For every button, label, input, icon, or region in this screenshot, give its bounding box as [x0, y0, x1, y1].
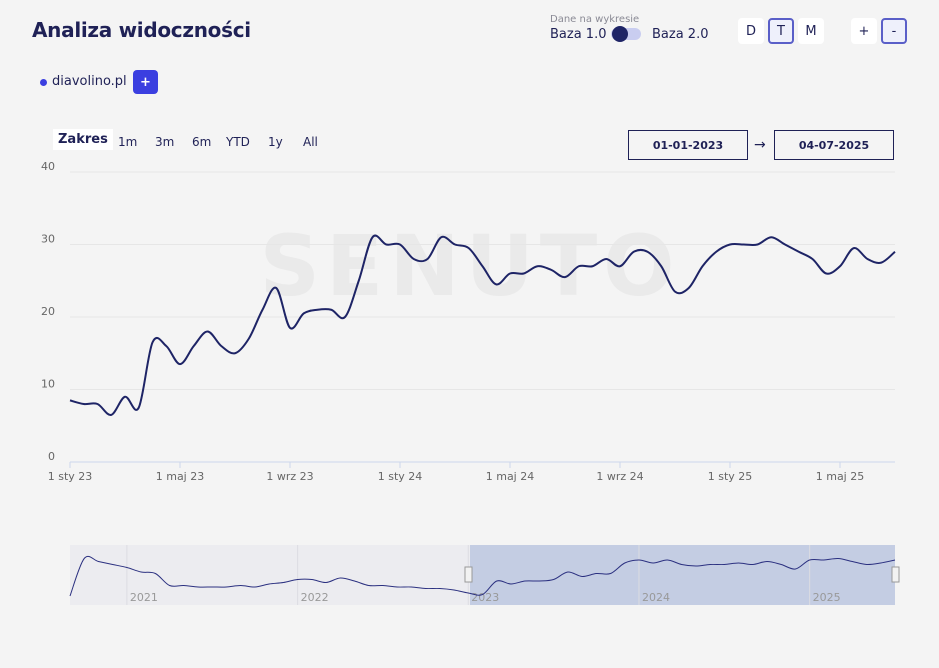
page-title: Analiza widoczności [32, 18, 251, 42]
date-arrow: → [754, 137, 766, 153]
navigator-label: 2025 [813, 591, 841, 604]
x-tick-label: 1 sty 24 [378, 470, 423, 483]
navigator-label: 2024 [642, 591, 670, 604]
navigator: 2021 2022 2023 2024 2025 [69, 545, 896, 605]
granularity-button[interactable]: M [798, 18, 824, 44]
watermark: SENUTO [259, 217, 680, 315]
date-from[interactable]: 01-01-2023 [628, 130, 748, 160]
x-tick-label: 1 sty 25 [708, 470, 753, 483]
y-tick-label: 30 [41, 233, 55, 246]
y-tick-label: 40 [41, 160, 55, 173]
navigator-background [70, 545, 470, 605]
range-button[interactable]: 3m [155, 135, 175, 149]
data-label: Dane na wykresie [550, 14, 640, 25]
y-tick-label: 20 [41, 305, 55, 318]
zoom-button[interactable]: + [851, 18, 877, 44]
y-tick-label: 0 [48, 450, 55, 463]
x-tick-label: 1 sty 23 [48, 470, 93, 483]
x-tick-label: 1 maj 25 [816, 470, 865, 483]
range-button[interactable]: All [303, 135, 318, 149]
navigator-selection[interactable] [470, 545, 895, 605]
x-tick-label: 1 maj 24 [486, 470, 535, 483]
granularity-button[interactable]: D [738, 18, 764, 44]
toggle-knob [612, 26, 628, 42]
range-button[interactable]: YTD [226, 135, 250, 149]
range-button[interactable]: 1y [268, 135, 283, 149]
navigator-label: 2021 [130, 591, 158, 604]
add-domain-button[interactable]: + [133, 70, 158, 94]
navigator-label: 2023 [471, 591, 499, 604]
navigator-handle[interactable] [891, 566, 900, 583]
navigator-handle[interactable] [464, 566, 473, 583]
data-line [69, 234, 896, 416]
y-tick-label: 10 [41, 378, 55, 391]
range-button[interactable]: 1m [118, 135, 138, 149]
base-option[interactable]: Baza 1.0 [550, 27, 607, 42]
main-chart: 0 10 20 30 40 1 sty 23 1 maj 23 1 wrz 23 1 sty 2… [41, 160, 896, 483]
data-line [69, 555, 896, 597]
x-tick-label: 1 maj 23 [156, 470, 205, 483]
navigator-label: 2022 [301, 591, 329, 604]
legend-entry[interactable]: diavolino.pl [52, 74, 127, 89]
date-to[interactable]: 04-07-2025 [774, 130, 894, 160]
range-button[interactable]: 6m [192, 135, 212, 149]
granularity-button[interactable]: T [768, 18, 794, 44]
legend-dot [40, 79, 47, 86]
zoom-button[interactable]: - [881, 18, 907, 44]
x-tick-label: 1 wrz 23 [266, 470, 313, 483]
range-label: Zakres [53, 129, 113, 150]
x-tick-label: 1 wrz 24 [596, 470, 643, 483]
base-option[interactable]: Baza 2.0 [652, 27, 709, 42]
